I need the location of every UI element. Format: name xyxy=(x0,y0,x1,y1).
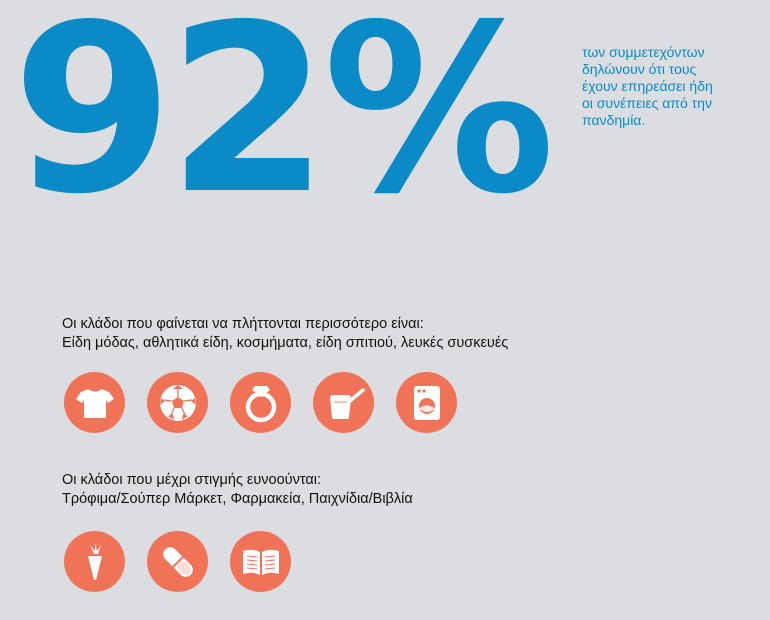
open-book-icon xyxy=(230,531,291,592)
stat-caption-line: των συμμετεχόντων xyxy=(582,44,705,60)
carrot-icon xyxy=(64,531,125,592)
benefiting-sectors-text: Οι κλάδοι που μέχρι στιγμής ευνοούνται: … xyxy=(62,471,413,509)
pill-capsule-icon xyxy=(147,531,208,592)
stat-caption-line: πανδημία. xyxy=(582,112,646,128)
stat-caption-line: οι συνέπειες από την xyxy=(582,95,712,111)
affected-icons-row xyxy=(64,372,457,433)
benefiting-icons-row xyxy=(64,531,291,592)
affected-heading: Οι κλάδοι που φαίνεται να πλήττονται περ… xyxy=(62,316,424,332)
affected-sectors-text: Οι κλάδοι που φαίνεται να πλήττονται περ… xyxy=(62,315,508,353)
benefiting-list: Τρόφιμα/Σούπερ Μάρκετ, Φαρμακεία, Παιχνί… xyxy=(62,491,413,507)
stat-caption-line: έχουν επηρεάσει ήδη xyxy=(582,78,713,94)
stat-caption-line: δηλώνουν ότι τους xyxy=(582,61,697,77)
affected-list: Είδη μόδας, αθλητικά είδη, κοσμήματα, εί… xyxy=(62,335,509,351)
cooking-pot-icon xyxy=(313,372,374,433)
washing-machine-icon xyxy=(396,372,457,433)
stat-value: 92% xyxy=(12,0,555,245)
stat-caption: των συμμετεχόντων δηλώνουν ότι τους έχου… xyxy=(582,44,742,129)
benefiting-heading: Οι κλάδοι που μέχρι στιγμής ευνοούνται: xyxy=(62,472,322,488)
tshirt-icon xyxy=(64,372,125,433)
soccer-ball-icon xyxy=(147,372,208,433)
ring-icon xyxy=(230,372,291,433)
